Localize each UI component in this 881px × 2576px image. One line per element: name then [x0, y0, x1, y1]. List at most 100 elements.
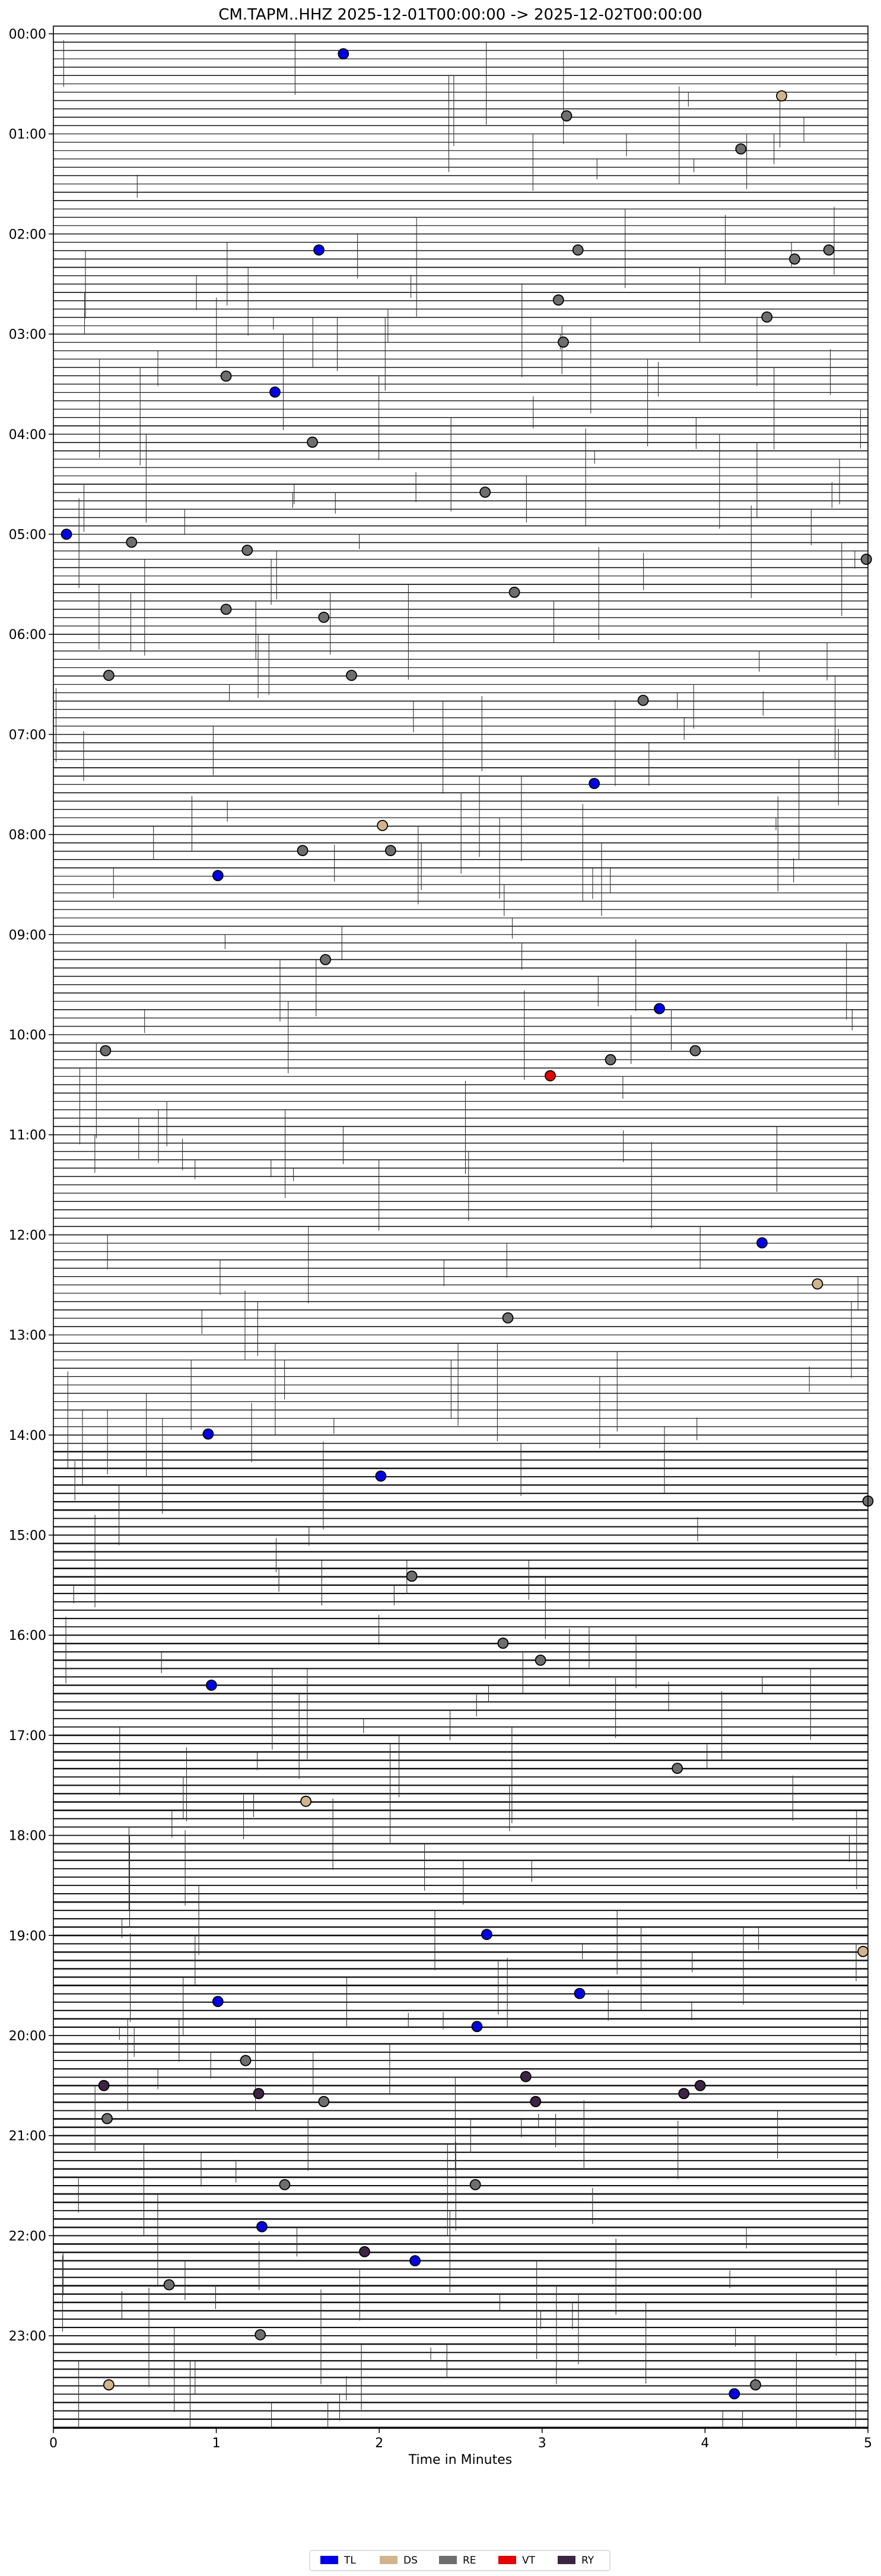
y-tick-label: 01:00: [9, 128, 46, 142]
x-tick-label: 2: [375, 2436, 383, 2451]
event-point-re: [479, 486, 491, 498]
event-point-tl: [338, 48, 349, 60]
event-point-ry: [694, 2079, 706, 2091]
event-point-re: [508, 586, 520, 598]
event-point-re: [735, 143, 747, 155]
event-point-re: [318, 612, 330, 623]
y-tick-label: 12:00: [9, 1228, 46, 1243]
y-tick-label: 13:00: [9, 1328, 46, 1343]
legend-box: [309, 2550, 610, 2571]
event-point-re: [469, 2179, 481, 2190]
y-tick-label: 05:00: [9, 528, 46, 543]
event-point-ds: [377, 820, 389, 831]
event-point-re: [126, 536, 138, 548]
event-point-tl: [409, 2255, 421, 2267]
event-point-ds: [300, 1795, 311, 1807]
event-point-tl: [471, 2021, 483, 2033]
y-axis-ticks: 00:00 01:00 02:00 03:00 04:00 05:00 06:00 07:00…: [9, 27, 53, 2344]
event-point-re: [163, 2279, 175, 2291]
event-point-re: [823, 244, 835, 256]
event-point-re: [101, 2113, 113, 2125]
event-point-ry: [253, 2088, 265, 2100]
event-point-re: [346, 670, 357, 681]
event-point-re: [279, 2179, 291, 2190]
y-tick-label: 06:00: [9, 628, 46, 643]
legend: TL DS RE VT RY: [309, 2550, 610, 2571]
legend-swatch-re: [439, 2556, 457, 2564]
event-point-re: [220, 370, 232, 382]
event-point-re: [860, 554, 872, 565]
event-point-tl: [481, 1929, 492, 1941]
event-point-re: [561, 110, 573, 122]
legend-label-ry: RY: [581, 2555, 594, 2567]
y-tick-label: 15:00: [9, 1529, 46, 1544]
event-point-tl: [654, 1003, 665, 1015]
legend-swatch-ry: [558, 2556, 575, 2564]
legend-swatch-vt: [498, 2556, 516, 2564]
y-tick-label: 02:00: [9, 227, 46, 242]
x-tick-label: 5: [864, 2436, 872, 2451]
event-point-re: [318, 2095, 330, 2107]
y-tick-label: 10:00: [9, 1028, 46, 1043]
event-point-re: [502, 1312, 514, 1324]
event-point-tl: [212, 1996, 224, 2008]
event-point-re: [637, 695, 649, 706]
event-point-re: [672, 1763, 683, 1774]
event-point-re: [385, 845, 396, 856]
y-tick-label: 16:00: [9, 1629, 46, 1643]
event-point-ds: [812, 1278, 823, 1290]
event-point-tl: [313, 244, 325, 256]
chart-title: CM.TAPM..HHZ 2025-12-01T00:00:00 -> 2025…: [218, 6, 702, 24]
event-point-re: [406, 1570, 418, 1582]
legend-label-tl: TL: [344, 2555, 356, 2567]
event-point-re: [761, 311, 773, 323]
event-point-ds: [103, 2379, 115, 2391]
x-tick-label: 4: [701, 2436, 709, 2451]
event-point-ry: [359, 2246, 370, 2257]
y-tick-label: 04:00: [9, 428, 46, 443]
event-point-ry: [678, 2088, 690, 2100]
event-point-re: [241, 545, 253, 556]
x-axis-label: Time in Minutes: [408, 2453, 513, 2467]
event-point-ds: [776, 90, 787, 102]
x-tick-label: 1: [212, 2436, 221, 2451]
y-tick-label: 14:00: [9, 1429, 46, 1443]
event-point-vt: [545, 1070, 556, 1082]
event-point-re: [535, 1654, 546, 1666]
y-tick-label: 03:00: [9, 327, 46, 342]
y-tick-label: 09:00: [9, 928, 46, 943]
event-point-tl: [61, 529, 72, 540]
y-tick-label: 07:00: [9, 728, 46, 743]
y-tick-label: 23:00: [9, 2329, 46, 2344]
event-point-re: [307, 436, 318, 448]
event-point-re: [297, 845, 308, 856]
plot-frame: [53, 26, 869, 2429]
event-point-tl: [202, 1428, 214, 1440]
event-point-tl: [269, 386, 281, 398]
event-point-re: [255, 2329, 266, 2340]
event-point-tl: [375, 1470, 387, 1482]
y-tick-label: 18:00: [9, 1829, 46, 1844]
y-tick-label: 08:00: [9, 828, 46, 843]
y-tick-label: 17:00: [9, 1729, 46, 1744]
x-tick-label: 3: [538, 2436, 546, 2451]
x-tick-label: 0: [49, 2436, 58, 2451]
event-point-ry: [98, 2079, 110, 2091]
event-point-re: [320, 954, 331, 965]
event-point-tl: [212, 870, 224, 882]
y-tick-label: 21:00: [9, 2129, 46, 2144]
event-point-re: [100, 1045, 112, 1057]
event-point-re: [220, 603, 232, 615]
y-tick-label: 20:00: [9, 2029, 46, 2044]
event-point-re: [750, 2379, 761, 2391]
legend-label-ds: DS: [403, 2555, 418, 2567]
event-markers: [61, 48, 874, 2400]
y-tick-label: 11:00: [9, 1128, 46, 1143]
event-point-tl: [574, 1987, 586, 1999]
event-point-re: [497, 1637, 509, 1649]
event-point-tl: [256, 2221, 268, 2232]
legend-label-re: RE: [463, 2555, 476, 2567]
legend-swatch-tl: [320, 2556, 338, 2564]
waveform-spikes: [55, 34, 861, 2427]
